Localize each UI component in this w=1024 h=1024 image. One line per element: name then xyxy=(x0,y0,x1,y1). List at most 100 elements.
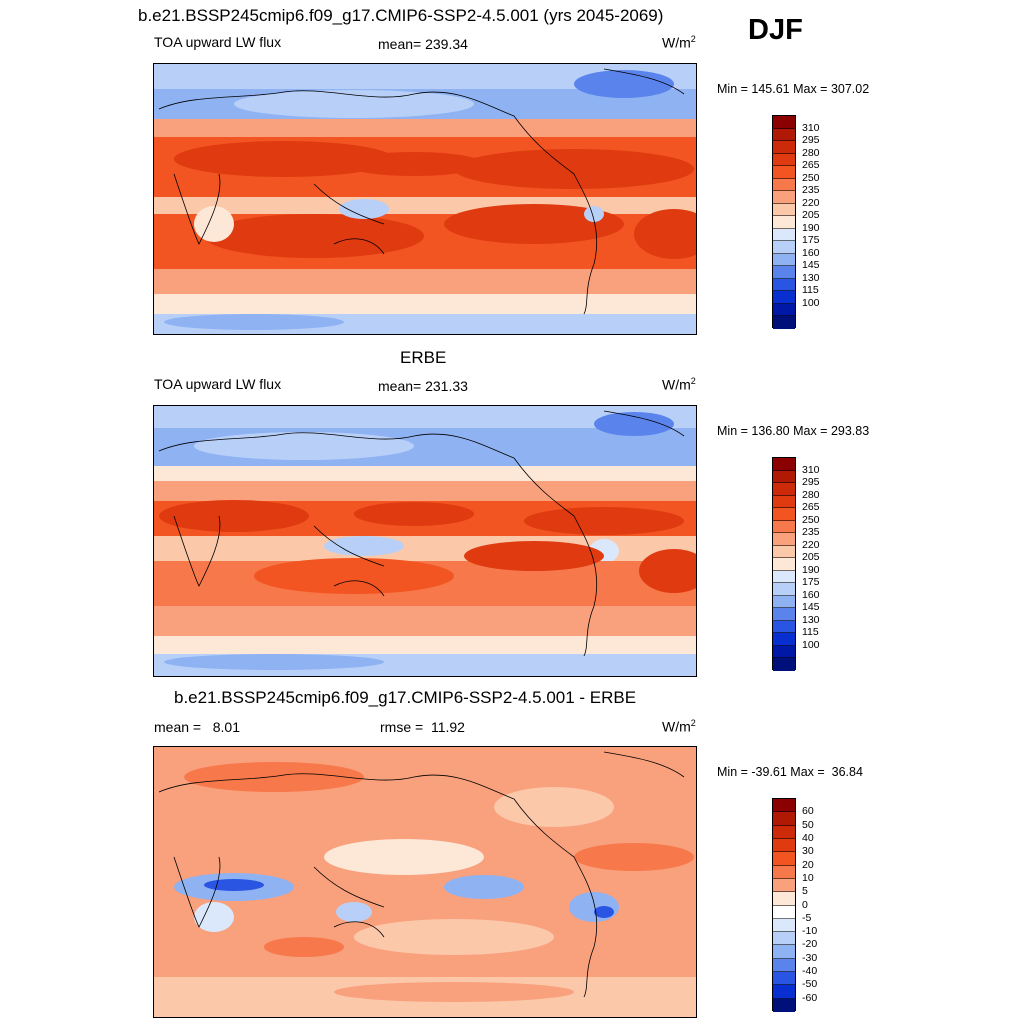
panel1-colorbar-swatch xyxy=(773,241,795,254)
panel3-colorbar-swatch xyxy=(773,812,795,826)
panel1-colorbar-tick-label: 190 xyxy=(802,221,820,234)
panel2-colorbar-tick-label: 295 xyxy=(802,476,820,489)
panel3-map xyxy=(153,746,697,1018)
panel3-colorbar-tick-label: 5 xyxy=(802,885,808,898)
panel3-colorbar-tick-label: 30 xyxy=(802,845,814,858)
panel1-colorbar-tick-label: 250 xyxy=(802,171,820,184)
panel1-colorbar-swatch xyxy=(773,266,795,279)
panel2-colorbar-swatch xyxy=(773,633,795,646)
panel1-colorbar-tick-label: 220 xyxy=(802,196,820,209)
panel2-colorbar-swatch xyxy=(773,583,795,596)
panel2-colorbar-swatch xyxy=(773,470,795,484)
panel2-colorbar-tick-label: 220 xyxy=(802,538,820,551)
panel3-rmse: rmse = 11.92 xyxy=(380,719,465,735)
panel3-minmax: Min = -39.61 Max = 36.84 xyxy=(717,765,863,779)
panel3-colorbar-tick-label: -60 xyxy=(802,991,818,1004)
panel2-colorbar-swatch xyxy=(773,658,795,671)
season-label: DJF xyxy=(748,14,803,46)
panel1-colorbar-tick-label: 115 xyxy=(802,284,819,297)
panel3-colorbar-tick-label: -30 xyxy=(802,951,818,964)
panel1-colorbar-tick-label: 160 xyxy=(802,246,820,259)
panel2-colorbar-swatch xyxy=(773,570,795,584)
panel3-colorbar-tick-label: 60 xyxy=(802,805,814,818)
panel2-colorbar-swatch xyxy=(773,620,795,634)
panel2-colorbar-swatch xyxy=(773,495,795,509)
panel2-colorbar-tick-label: 235 xyxy=(802,526,820,539)
panel2-colorbar-swatch xyxy=(773,608,795,621)
panel3-colorbar-tick-label: 50 xyxy=(802,818,814,831)
panel2-colorbar-swatch xyxy=(773,533,795,546)
panel1-colorbar-swatch xyxy=(773,278,795,292)
panel1-colorbar-tick-label: 310 xyxy=(802,121,820,134)
panel1-colorbar-swatch xyxy=(773,316,795,329)
panel3-colorbar-tick-label: 10 xyxy=(802,871,814,884)
panel1-colorbar-tick-label: 265 xyxy=(802,159,820,172)
panel2-colorbar-swatch xyxy=(773,458,795,471)
panel1-colorbar-swatch xyxy=(773,253,795,267)
panel1-colorbar-swatch xyxy=(773,291,795,304)
panel1-colorbar-tick-label: 295 xyxy=(802,134,820,147)
panel1-colorbar-swatch xyxy=(773,203,795,217)
panel1-colorbar-swatch xyxy=(773,128,795,142)
panel2-colorbar-tick-label: 100 xyxy=(802,638,820,651)
panel1-colorbar-swatch xyxy=(773,153,795,167)
panel3-colorbar-swatch xyxy=(773,905,795,919)
panel1-colorbar-tick-label: 130 xyxy=(802,271,820,284)
panel1-colorbar-tick-label: 145 xyxy=(802,259,820,272)
panel1-colorbar-tick-label: 100 xyxy=(802,296,820,309)
panel2-colorbar-swatch xyxy=(773,520,795,534)
panel2-variable: TOA upward LW flux xyxy=(154,376,282,392)
panel2-colorbar-tick-label: 265 xyxy=(802,501,820,514)
panel3-colorbar-swatch xyxy=(773,945,795,959)
panel2-colorbar-tick-label: 280 xyxy=(802,488,820,501)
panel1-colorbar-swatch xyxy=(773,216,795,229)
panel2-colorbar-tick-label: 310 xyxy=(802,463,820,476)
panel3-colorbar-swatch xyxy=(773,892,795,906)
panel1-colorbar-tick-label: 280 xyxy=(802,146,820,159)
panel2-map xyxy=(153,405,697,677)
panel3-colorbar-swatch xyxy=(773,825,795,839)
panel3-colorbar-swatch xyxy=(773,932,795,946)
panel1-minmax: Min = 145.61 Max = 307.02 xyxy=(717,82,870,96)
panel2-colorbar-tick-label: 190 xyxy=(802,563,820,576)
panel2-colorbar-tick-label: 160 xyxy=(802,588,820,601)
panel3-colorbar-swatch xyxy=(773,852,795,866)
panel3-mean: mean = 8.01 xyxy=(154,719,241,735)
panel1-colorbar-swatch xyxy=(773,303,795,317)
panel3-colorbar-swatch xyxy=(773,958,795,973)
panel2-colorbar-swatch xyxy=(773,595,795,609)
panel3-colorbar-tick-label: -40 xyxy=(802,965,818,978)
panel1-variable: TOA upward LW flux xyxy=(154,34,282,50)
panel3-colorbar-swatch xyxy=(773,985,795,999)
panel2-title: ERBE xyxy=(400,348,447,367)
panel2-colorbar-swatch xyxy=(773,508,795,521)
panel1-colorbar-swatch xyxy=(773,178,795,192)
panel2-colorbar-swatch xyxy=(773,645,795,659)
panel1-colorbar-swatch xyxy=(773,116,795,129)
panel2-colorbar-swatch xyxy=(773,558,795,571)
panel3-colorbar-swatch xyxy=(773,972,795,986)
panel2-colorbar-swatch xyxy=(773,545,795,559)
panel2-minmax: Min = 136.80 Max = 293.83 xyxy=(717,424,870,438)
panel2-colorbar-tick-label: 175 xyxy=(802,576,820,589)
panel1-colorbar-tick-label: 205 xyxy=(802,209,820,222)
panel2-colorbar-tick-label: 205 xyxy=(802,551,820,564)
panel1-colorbar-swatch xyxy=(773,166,795,179)
panel1-colorbar-swatch xyxy=(773,191,795,204)
panel1-map xyxy=(153,63,697,335)
panel3-colorbar-swatch xyxy=(773,799,795,813)
panel3-colorbar-swatch xyxy=(773,998,795,1012)
panel1-colorbar-tick-label: 175 xyxy=(802,234,820,247)
panel3-title: b.e21.BSSP245cmip6.f09_g17.CMIP6-SSP2-4.… xyxy=(174,688,637,707)
panel1-units: W/m2 xyxy=(662,34,696,51)
panel2-mean: mean= 231.33 xyxy=(378,378,468,394)
panel2-colorbar-tick-label: 250 xyxy=(802,513,820,526)
panel2-colorbar-tick-label: 115 xyxy=(802,626,819,639)
panel3-colorbar-tick-label: -5 xyxy=(802,911,812,924)
panel3-colorbar-swatch xyxy=(773,838,795,853)
panel3-colorbar-tick-label: 20 xyxy=(802,858,814,871)
panel2-colorbar-swatch xyxy=(773,483,795,496)
panel2-colorbar-swatches xyxy=(772,457,796,671)
panel3-colorbar-tick-label: 40 xyxy=(802,831,814,844)
panel3-colorbar-tick-label: 0 xyxy=(802,898,808,911)
